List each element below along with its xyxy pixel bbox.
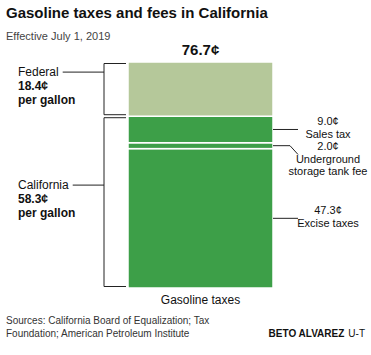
group-unit: per gallon	[18, 206, 75, 220]
sources-line: Sources: California Board of Equalizatio…	[6, 315, 209, 326]
bar-segment	[128, 149, 273, 288]
group-value: 18.4¢	[18, 79, 48, 93]
credit-name: BETO ALVAREZ	[269, 328, 345, 339]
series-label: Undergroundstorage tank fee	[289, 153, 368, 177]
group-name: California	[18, 178, 69, 192]
group-name: Federal	[18, 65, 59, 79]
group-connector	[73, 185, 104, 186]
label-connector	[273, 146, 298, 155]
sources: Sources: California Board of Equalizatio…	[6, 315, 209, 339]
credit: BETO ALVAREZU-T	[269, 328, 365, 339]
label-connector	[273, 218, 298, 219]
group-connector	[63, 72, 104, 73]
group-bracket	[104, 118, 126, 287]
group-bracket	[104, 64, 126, 115]
series-label-line: storage tank fee	[289, 165, 368, 177]
total-label: 76.7¢	[182, 41, 220, 58]
series-label-line: Underground	[296, 153, 360, 165]
series-label-line: Excise taxes	[297, 217, 359, 229]
chart: Gasoline taxes and fees in California Eff…	[0, 0, 371, 355]
title: Gasoline taxes and fees in California	[6, 4, 268, 21]
group-unit: per gallon	[18, 93, 75, 107]
series-label-line: Sales tax	[305, 128, 351, 140]
bar-segment	[128, 143, 273, 149]
group-value: 58.3¢	[18, 192, 48, 206]
subtitle: Effective July 1, 2019	[6, 30, 110, 42]
label-connector	[273, 129, 298, 130]
sources-line: Foundation; American Petroleum Institute	[6, 328, 190, 339]
data-label: 9.0¢	[317, 115, 338, 127]
data-label: 47.3¢	[314, 204, 342, 216]
series-label: Sales tax	[305, 128, 351, 140]
data-label: 2.0¢	[317, 140, 338, 152]
bar-segment	[128, 116, 273, 143]
series-label: Excise taxes	[297, 217, 359, 229]
bar-segment	[128, 62, 273, 116]
credit-org: U-T	[348, 328, 365, 339]
bars	[128, 62, 273, 288]
category-label: Gasoline taxes	[161, 293, 240, 307]
